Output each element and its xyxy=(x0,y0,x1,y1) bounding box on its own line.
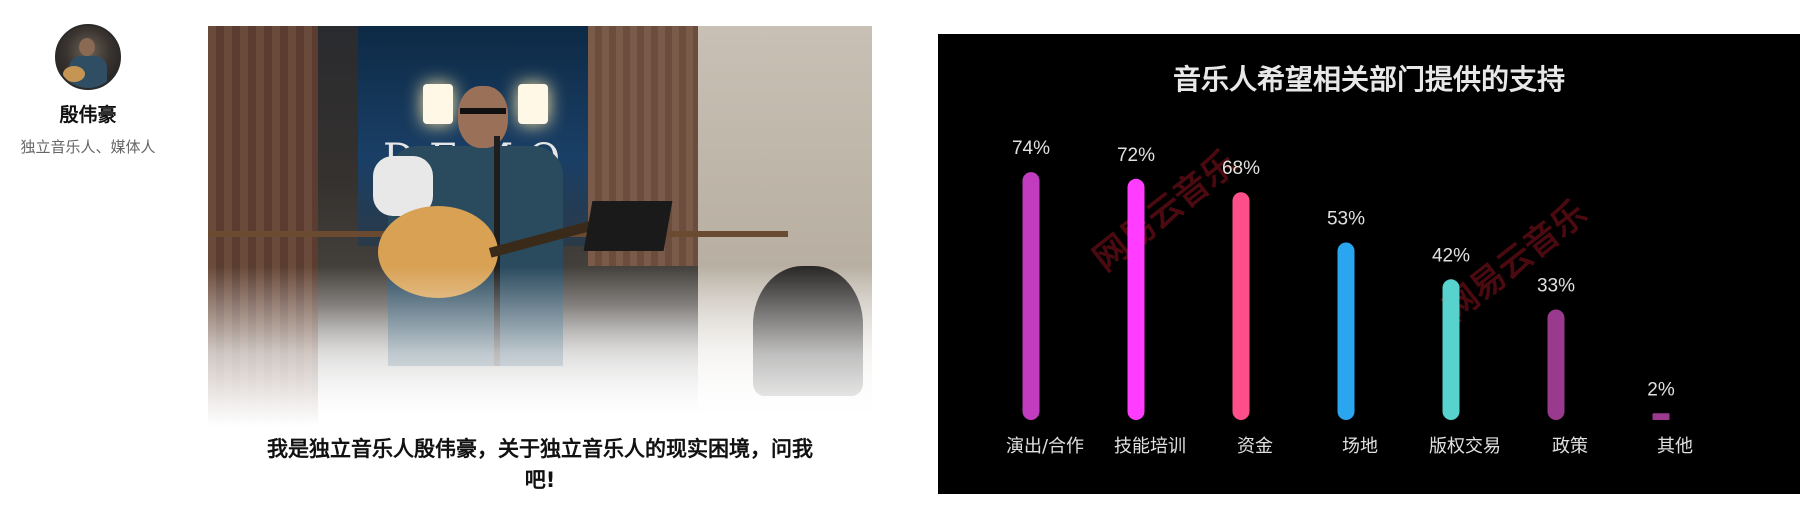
chart-bar-2 xyxy=(1127,178,1145,420)
chart-title: 音乐人希望相关部门提供的支持 xyxy=(1172,63,1565,96)
performer-glasses xyxy=(460,108,506,114)
post-title-line-2: 吧! xyxy=(524,468,556,492)
performer-shirt xyxy=(373,156,433,216)
photo-fade xyxy=(208,266,872,426)
hanging-lamp xyxy=(518,84,548,124)
chart-bar-7 xyxy=(1652,413,1670,420)
post-title[interactable]: 我是独立音乐人殷伟豪，关于独立音乐人的现实困境，问我 吧! xyxy=(220,434,860,496)
hanging-lamp xyxy=(423,84,453,124)
author-name[interactable]: 殷伟豪 xyxy=(59,104,117,126)
avatar-head-shape xyxy=(79,38,95,56)
support-chart: 音乐人希望相关部门提供的支持 网易云音乐 网易云音乐 74% 演出/合作 72% 技能… xyxy=(938,34,1800,494)
chart-bar-3 xyxy=(1232,192,1250,420)
chart-category-label: 演出/合作 xyxy=(1006,436,1084,457)
chart-bar-6 xyxy=(1547,309,1565,420)
author-subtitle: 独立音乐人、媒体人 xyxy=(20,138,156,156)
chart-category-label: 其他 xyxy=(1657,436,1693,457)
chart-category-label: 政策 xyxy=(1552,436,1588,457)
chart-plot: 74% 演出/合作 72% 技能培训 68% 资金 53% 场地 42% 版权交易 33% 政策 2% 其… xyxy=(1006,138,1693,457)
chart-value-label: 33% xyxy=(1537,275,1575,296)
chart-value-label: 2% xyxy=(1647,379,1675,400)
chart-bar-5 xyxy=(1442,279,1460,420)
cover-photo[interactable]: DEMO xyxy=(208,26,872,426)
avatar[interactable] xyxy=(55,24,121,90)
avatar-guitar-shape xyxy=(63,66,85,82)
author-profile: 殷伟豪 独立音乐人、媒体人 xyxy=(0,24,176,157)
chart-bar-1 xyxy=(1022,172,1040,420)
performer-head xyxy=(458,86,508,148)
chart-bar-4 xyxy=(1337,242,1355,420)
chart-value-label: 74% xyxy=(1012,138,1050,159)
chart-value-label: 68% xyxy=(1222,158,1260,179)
chart-category-label: 资金 xyxy=(1237,436,1273,457)
chart-value-label: 72% xyxy=(1117,145,1155,166)
chart-value-label: 42% xyxy=(1432,245,1470,266)
music-stand xyxy=(583,201,673,251)
chart-category-label: 场地 xyxy=(1342,436,1378,457)
chart-category-label: 技能培训 xyxy=(1114,436,1186,457)
chart-value-label: 53% xyxy=(1327,208,1365,229)
post-title-line-1: 我是独立音乐人殷伟豪，关于独立音乐人的现实困境，问我 xyxy=(267,437,813,461)
chart-category-label: 版权交易 xyxy=(1429,436,1501,457)
